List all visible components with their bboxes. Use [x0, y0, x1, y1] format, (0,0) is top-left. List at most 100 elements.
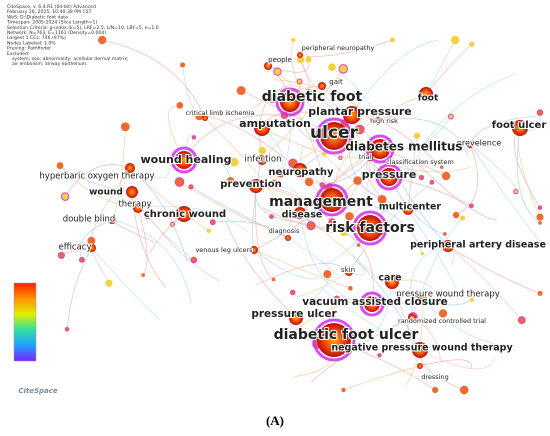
- minor-node: [174, 177, 185, 187]
- node-label: double blind: [63, 215, 116, 225]
- edge: [253, 249, 351, 289]
- node: [385, 275, 399, 289]
- node-ring: [315, 183, 349, 217]
- node-label: plantar pressure: [308, 105, 411, 118]
- node-label: classification system: [386, 158, 454, 166]
- node-label: randomized controlled trial: [398, 317, 486, 325]
- minor-node: [429, 179, 435, 185]
- minor-node: [305, 56, 312, 63]
- edge: [291, 39, 335, 137]
- node-label: gait: [329, 78, 343, 86]
- minor-node: [356, 243, 361, 247]
- minor-node: [438, 309, 448, 318]
- edge: [59, 165, 133, 193]
- minor-node: [105, 279, 113, 287]
- node-label: pressure ulcer: [251, 308, 337, 320]
- node: [370, 139, 390, 159]
- minor-node: [340, 228, 349, 237]
- node: [297, 52, 303, 58]
- header-line: Timespan: 2005-2024 (Slice Length=1): [6, 20, 97, 26]
- node: [380, 168, 398, 186]
- node-label: ulcer: [310, 123, 359, 143]
- minor-node: [413, 132, 421, 139]
- node: [202, 115, 208, 121]
- node-label: neuropathy: [268, 167, 334, 178]
- minor-node: [441, 171, 451, 181]
- minor-node: [354, 124, 365, 135]
- minor-node: [188, 184, 194, 190]
- edge: [91, 247, 160, 320]
- node-label: disease: [282, 210, 323, 221]
- node: [364, 296, 380, 312]
- minor-node: [338, 64, 349, 74]
- edge: [299, 39, 393, 57]
- minor-node: [469, 41, 475, 47]
- edge: [252, 150, 263, 251]
- minor-node: [432, 386, 439, 394]
- edge: [267, 59, 310, 73]
- minor-node: [469, 203, 474, 209]
- edge: [415, 72, 517, 163]
- edge: [377, 116, 395, 122]
- edge: [407, 135, 418, 211]
- edge: [59, 165, 139, 209]
- node-label: skin: [341, 266, 355, 274]
- node: [417, 293, 427, 303]
- node: [294, 207, 306, 219]
- minor-node: [169, 221, 176, 227]
- logo: CiteSpace: [18, 387, 58, 395]
- node: [466, 140, 474, 148]
- edge: [355, 260, 421, 351]
- node-label: prevelence: [457, 139, 501, 148]
- minor-node: [282, 214, 287, 219]
- edge: [129, 167, 209, 231]
- minor-node: [56, 162, 64, 169]
- minor-node: [292, 198, 300, 207]
- node: [442, 240, 454, 252]
- edge: [137, 207, 148, 276]
- node: [367, 155, 373, 161]
- minor-node: [517, 316, 526, 325]
- edge: [273, 79, 379, 121]
- minor-node: [78, 256, 85, 263]
- header-line: Selection Criteria: g-index (k=5), LRF=2…: [7, 25, 159, 31]
- node-label: therapy: [118, 200, 151, 210]
- minor-node: [513, 188, 519, 195]
- node-label: efficacy: [58, 243, 91, 253]
- node-label: hyperbaric oxygen therapy: [39, 172, 154, 182]
- minor-node: [271, 179, 278, 186]
- node-ring: [352, 210, 388, 246]
- node: [125, 163, 135, 173]
- edge: [348, 255, 366, 276]
- edge: [331, 66, 379, 121]
- minor-node: [359, 334, 364, 339]
- minor-node: [180, 62, 186, 68]
- node: [343, 106, 361, 124]
- node-label: management: [269, 194, 373, 210]
- edge: [253, 180, 358, 251]
- edge: [310, 317, 413, 383]
- minor-node: [390, 37, 396, 43]
- node-label: diabetes mellitus: [345, 140, 462, 154]
- edge: [421, 297, 473, 306]
- node-label: risk factors: [325, 220, 415, 236]
- minor-node: [64, 327, 70, 332]
- edge: [344, 123, 409, 211]
- header-line: Nodes Labeled: 1.0%: [7, 40, 56, 46]
- edge: [469, 143, 541, 242]
- edge: [410, 245, 449, 318]
- minor-node: [443, 232, 447, 236]
- node-label: venous leg ulcers: [195, 246, 253, 254]
- color-legend: [13, 282, 37, 362]
- edge: [255, 185, 333, 223]
- node: [412, 342, 428, 358]
- minor-node: [447, 113, 454, 120]
- edges: [57, 39, 541, 391]
- edge: [347, 161, 417, 207]
- edge: [131, 191, 166, 288]
- header-line: February 26, 2025, 10:40:38 PM CST: [7, 9, 92, 15]
- node: [176, 206, 192, 222]
- edge: [137, 205, 248, 232]
- edge: [419, 359, 473, 369]
- minor-node: [206, 228, 211, 233]
